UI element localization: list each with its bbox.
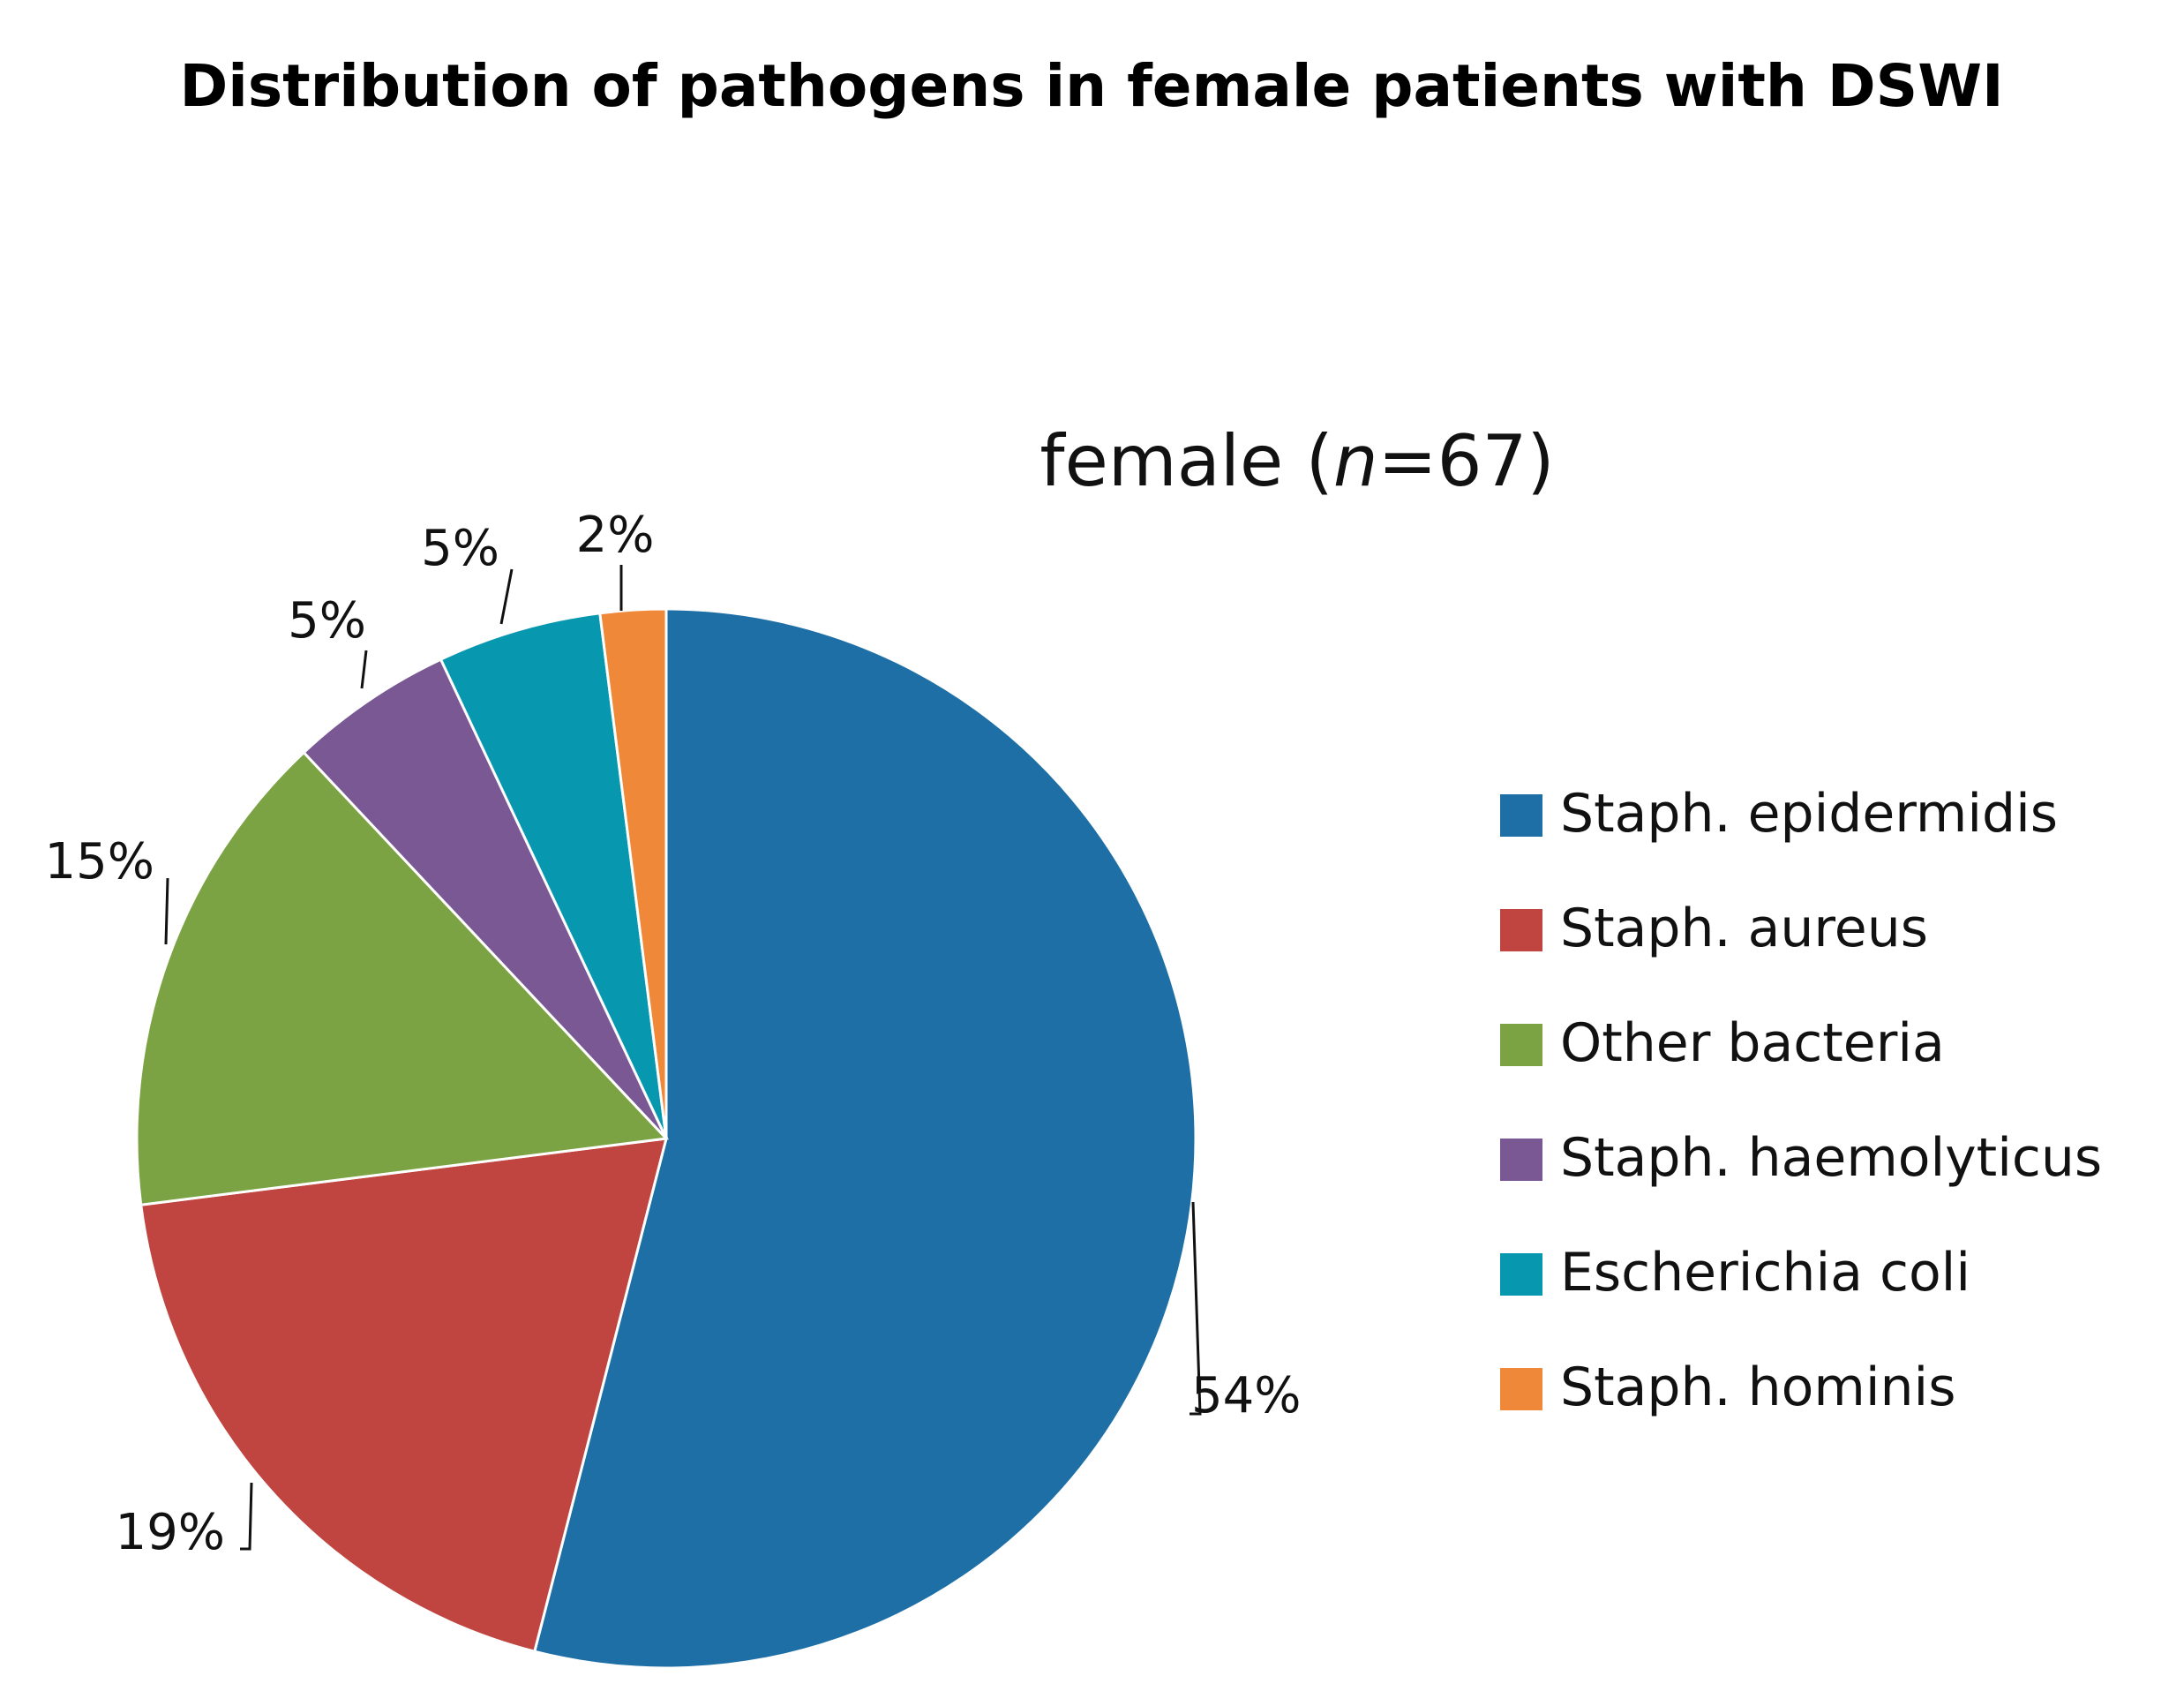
data-label-other-bacteria: 15% bbox=[45, 833, 154, 891]
legend-item-staph-haemolyticus: Staph. haemolyticus bbox=[1500, 1127, 2102, 1189]
legend-item-escherichia-coli: Escherichia coli bbox=[1500, 1242, 1970, 1304]
legend-item-staph-hominis: Staph. hominis bbox=[1500, 1357, 1955, 1418]
pie-slice-staph-hominis bbox=[598, 607, 668, 1139]
legend-item-staph-epidermidis: Staph. epidermidis bbox=[1500, 783, 2058, 845]
data-label-staph-haemolyticus: 5% bbox=[288, 592, 366, 650]
pie-slice-escherichia-coli bbox=[439, 612, 668, 1139]
legend-item-other-bacteria: Other bacteria bbox=[1500, 1012, 1945, 1074]
chart-subtitle: female (n=67) bbox=[1039, 420, 1554, 502]
pie-slice-staph-haemolyticus bbox=[302, 658, 668, 1140]
leader-line-staph-aureus bbox=[240, 1482, 253, 1551]
legend-label-staph-aureus: Staph. aureus bbox=[1560, 898, 1928, 959]
chart-title: Distribution of pathogens in female pati… bbox=[179, 52, 2003, 120]
legend-swatch-staph-epidermidis bbox=[1500, 794, 1542, 837]
legend-swatch-staph-aureus bbox=[1500, 909, 1542, 951]
pie-slices bbox=[135, 607, 1197, 1670]
legend-swatch-escherichia-coli bbox=[1500, 1253, 1542, 1296]
data-label-escherichia-coli: 5% bbox=[421, 520, 499, 577]
leader-line-other-bacteria bbox=[164, 877, 169, 945]
data-label-staph-hominis: 2% bbox=[576, 507, 655, 564]
legend-label-staph-epidermidis: Staph. epidermidis bbox=[1560, 783, 2058, 845]
pie-slice-staph-epidermidis bbox=[532, 607, 1197, 1670]
legend-swatch-staph-haemolyticus bbox=[1500, 1139, 1542, 1181]
leader-line-staph-epidermidis bbox=[1190, 1201, 1202, 1416]
pie-data-labels: 54% 19% 15% 5% 5% 2% bbox=[45, 507, 1302, 1561]
legend-item-staph-aureus: Staph. aureus bbox=[1500, 898, 1928, 959]
pie-slice-staph-aureus bbox=[139, 1137, 669, 1653]
subtitle-prefix: female ( bbox=[1039, 420, 1332, 502]
data-label-staph-epidermidis: 54% bbox=[1191, 1367, 1301, 1424]
legend-label-other-bacteria: Other bacteria bbox=[1560, 1012, 1945, 1074]
leader-line-staph-haemolyticus bbox=[360, 650, 368, 689]
legend-label-staph-haemolyticus: Staph. haemolyticus bbox=[1560, 1127, 2102, 1189]
legend-label-escherichia-coli: Escherichia coli bbox=[1560, 1242, 1970, 1304]
data-label-staph-aureus: 19% bbox=[116, 1504, 225, 1561]
legend-swatch-staph-hominis bbox=[1500, 1368, 1542, 1410]
pie-slice-other-bacteria bbox=[135, 750, 670, 1206]
subtitle-n-variable: n bbox=[1333, 420, 1378, 502]
legend-swatch-other-bacteria bbox=[1500, 1024, 1542, 1066]
legend: Staph. epidermidis Staph. aureus Other bac… bbox=[1500, 783, 2102, 1418]
label-leader-lines bbox=[164, 565, 1202, 1551]
subtitle-suffix: =67) bbox=[1378, 420, 1555, 502]
legend-label-staph-hominis: Staph. hominis bbox=[1560, 1357, 1955, 1418]
leader-line-escherichia-coli bbox=[499, 568, 514, 625]
